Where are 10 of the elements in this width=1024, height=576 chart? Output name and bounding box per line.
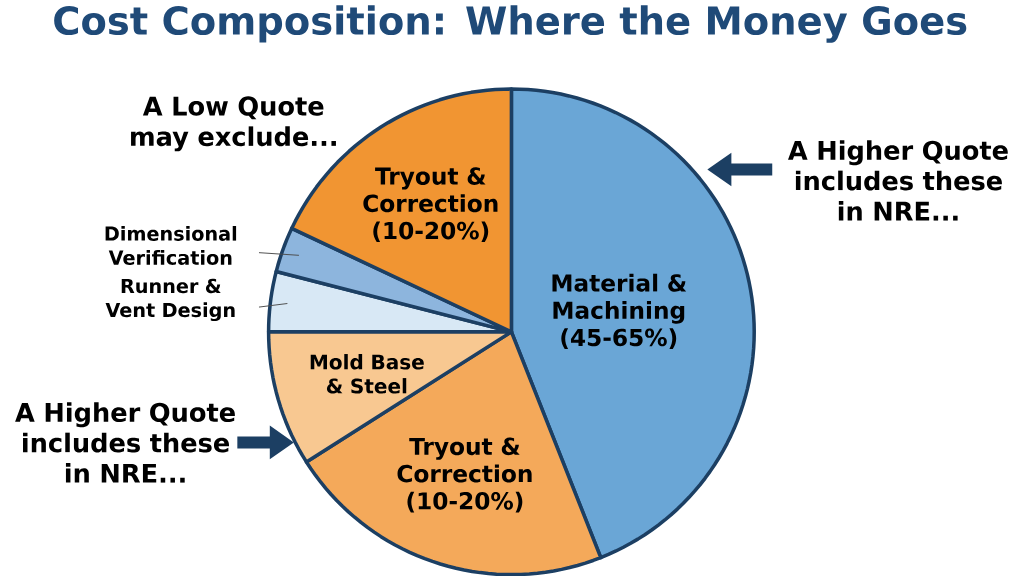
text: A Low Quote may exclude... <box>131 96 336 152</box>
text: A Higher Quote includes these in NRE... <box>788 139 1008 221</box>
slice-label: Mold Base & Steel <box>310 353 424 394</box>
chart-title: Cost Composition: Where the Money Goes <box>54 5 967 43</box>
slice-label: Runner & Vent Design <box>105 278 235 321</box>
slice-label: Tryout & Correction (10-20%) <box>363 167 498 242</box>
text: A Higher Quote includes these in NRE... <box>15 402 235 483</box>
slice-label: Tryout & Correction (10-20%) <box>397 437 532 513</box>
slice-label: Dimensional Verification <box>105 225 237 265</box>
slice-label: Material & Machining (45-65%) <box>552 273 687 349</box>
